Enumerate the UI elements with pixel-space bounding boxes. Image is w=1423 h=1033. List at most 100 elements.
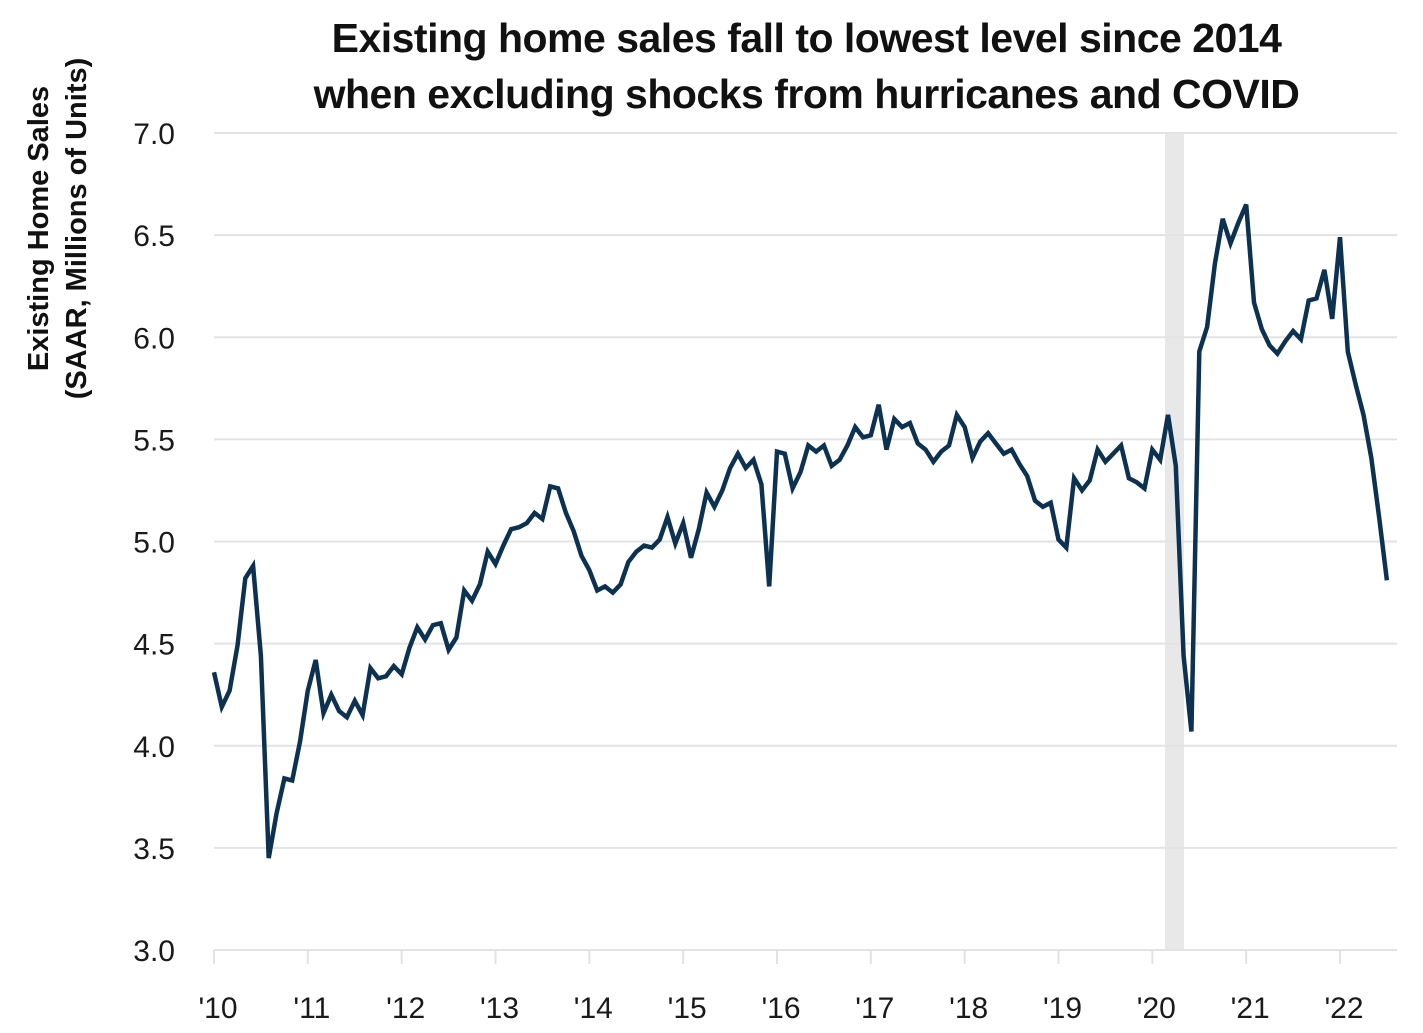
gridlines xyxy=(214,132,1397,951)
data-point xyxy=(720,488,724,492)
y-tick-label: 7.0 xyxy=(133,118,175,151)
data-point xyxy=(587,568,591,572)
data-point xyxy=(1268,343,1272,347)
y-tick-label: 4.5 xyxy=(133,629,175,662)
data-point xyxy=(353,699,357,703)
data-point xyxy=(423,638,427,642)
data-point xyxy=(1158,458,1162,462)
data-point xyxy=(1377,515,1381,519)
data-point xyxy=(838,458,842,462)
data-point xyxy=(1362,413,1366,417)
data-point xyxy=(1010,448,1014,452)
data-point xyxy=(1252,301,1256,305)
chart-title-line-1: Existing home sales fall to lowest level… xyxy=(331,15,1282,61)
data-point xyxy=(1283,339,1287,343)
data-point xyxy=(454,636,458,640)
data-point xyxy=(1064,546,1068,550)
data-point xyxy=(1236,221,1240,225)
data-point xyxy=(845,444,849,448)
data-point xyxy=(408,646,412,650)
data-point xyxy=(712,505,716,509)
data-point xyxy=(767,584,771,588)
y-tick-label: 6.5 xyxy=(133,220,175,253)
series-layer xyxy=(211,203,1390,860)
data-point xyxy=(759,482,763,486)
data-point xyxy=(791,486,795,490)
data-point xyxy=(775,450,779,454)
data-point xyxy=(447,648,451,652)
data-point xyxy=(681,521,685,525)
data-point xyxy=(1166,413,1170,417)
data-point xyxy=(1111,452,1115,456)
data-point xyxy=(916,442,920,446)
data-point xyxy=(900,425,904,429)
data-point xyxy=(220,705,224,709)
data-point xyxy=(1189,730,1193,734)
data-point xyxy=(822,444,826,448)
data-point xyxy=(1127,476,1131,480)
data-point xyxy=(329,693,333,697)
data-point xyxy=(885,448,889,452)
data-point xyxy=(1260,327,1264,331)
data-point xyxy=(877,403,881,407)
data-point xyxy=(658,538,662,542)
data-point xyxy=(853,425,857,429)
x-tick-label: '22 xyxy=(1324,992,1363,1025)
data-point xyxy=(1291,329,1295,333)
data-point xyxy=(548,484,552,488)
data-point xyxy=(1041,505,1045,509)
data-point xyxy=(337,709,341,713)
data-point xyxy=(924,448,928,452)
data-point xyxy=(666,515,670,519)
data-point xyxy=(830,464,834,468)
data-point xyxy=(736,452,740,456)
data-point xyxy=(431,623,435,627)
data-point xyxy=(392,664,396,668)
data-point xyxy=(978,439,982,443)
data-point xyxy=(783,452,787,456)
data-point xyxy=(1346,350,1350,354)
data-point xyxy=(494,562,498,566)
data-point xyxy=(1229,241,1233,245)
data-point xyxy=(752,458,756,462)
data-point xyxy=(986,431,990,435)
data-point xyxy=(259,654,263,658)
data-point xyxy=(1049,501,1053,505)
data-point xyxy=(626,560,630,564)
data-point xyxy=(799,470,803,474)
x-tick-label: '18 xyxy=(949,992,988,1025)
y-tick-label: 4.0 xyxy=(133,731,175,764)
data-point xyxy=(955,413,959,417)
data-point xyxy=(525,521,529,525)
data-point xyxy=(1275,352,1279,356)
data-point xyxy=(275,811,279,815)
data-point xyxy=(478,582,482,586)
data-point xyxy=(517,525,521,529)
data-point xyxy=(1330,317,1334,321)
x-tick-label: '10 xyxy=(198,992,237,1025)
data-point xyxy=(931,460,935,464)
data-point xyxy=(611,591,615,595)
data-point xyxy=(1096,448,1100,452)
data-point xyxy=(486,550,490,554)
data-point xyxy=(1033,499,1037,503)
data-point xyxy=(564,511,568,515)
x-tick-label: '20 xyxy=(1137,992,1176,1025)
y-axis-ticks: 7.0 6.5 6.0 5.5 5.0 4.5 4.0 3.5 3.0 xyxy=(133,118,175,968)
data-point xyxy=(814,450,818,454)
data-point xyxy=(345,715,349,719)
data-point xyxy=(376,676,380,680)
data-point xyxy=(540,517,544,521)
data-point xyxy=(673,542,677,546)
data-point xyxy=(1174,464,1178,468)
data-point xyxy=(1143,486,1147,490)
data-point xyxy=(400,672,404,676)
data-point xyxy=(1299,337,1303,341)
data-point xyxy=(267,856,271,860)
data-point xyxy=(869,433,873,437)
data-point xyxy=(439,621,443,625)
x-tick-label: '13 xyxy=(480,992,519,1025)
y-tick-label: 3.0 xyxy=(133,935,175,968)
data-point xyxy=(634,550,638,554)
data-point xyxy=(228,689,232,693)
